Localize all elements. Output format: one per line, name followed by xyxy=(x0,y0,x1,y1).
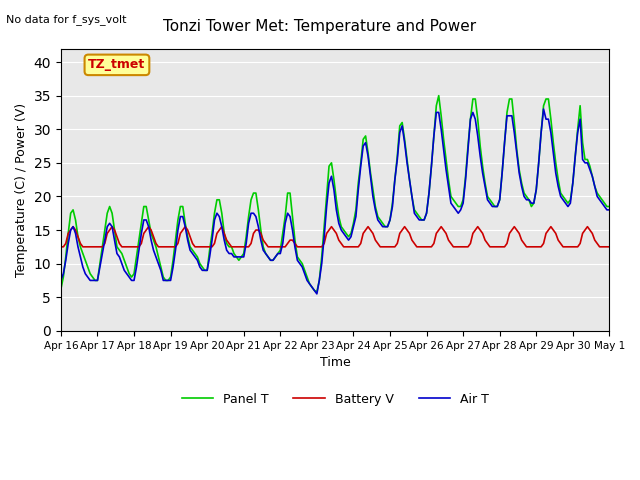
Line: Panel T: Panel T xyxy=(61,96,609,292)
Air T xyxy=(403,160,411,166)
Battery V xyxy=(596,244,604,250)
Legend: Panel T, Battery V, Air T: Panel T, Battery V, Air T xyxy=(177,388,493,411)
Line: Battery V: Battery V xyxy=(61,227,609,247)
Text: Tonzi Tower Met: Temperature and Power: Tonzi Tower Met: Temperature and Power xyxy=(163,19,477,34)
Air T xyxy=(461,177,469,182)
Air T xyxy=(57,277,65,283)
Panel T xyxy=(79,251,86,256)
Panel T xyxy=(605,204,613,209)
Air T xyxy=(540,106,547,112)
Battery V xyxy=(81,244,89,250)
Air T xyxy=(79,264,86,270)
Panel T xyxy=(57,286,65,292)
Battery V xyxy=(461,244,469,250)
Air T xyxy=(598,200,606,206)
Panel T xyxy=(435,93,443,98)
Air T xyxy=(605,207,613,213)
Panel T xyxy=(313,289,321,295)
Air T xyxy=(428,163,435,169)
Battery V xyxy=(428,244,435,250)
Panel T xyxy=(362,133,369,139)
Panel T xyxy=(403,156,411,162)
Battery V xyxy=(403,227,411,233)
Air T xyxy=(362,140,369,145)
Panel T xyxy=(464,143,472,149)
Panel T xyxy=(598,197,606,203)
Battery V xyxy=(69,224,77,229)
Line: Air T: Air T xyxy=(61,109,609,294)
Text: TZ_tmet: TZ_tmet xyxy=(88,59,145,72)
Text: No data for f_sys_volt: No data for f_sys_volt xyxy=(6,14,127,25)
Battery V xyxy=(362,227,369,233)
Y-axis label: Temperature (C) / Power (V): Temperature (C) / Power (V) xyxy=(15,103,28,277)
X-axis label: Time: Time xyxy=(320,356,351,369)
Battery V xyxy=(57,244,65,250)
Panel T xyxy=(428,163,435,169)
Battery V xyxy=(605,244,613,250)
Air T xyxy=(313,291,321,297)
